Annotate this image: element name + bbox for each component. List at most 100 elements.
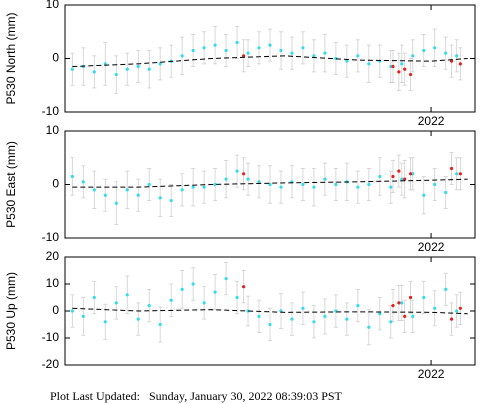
point xyxy=(458,172,462,176)
point xyxy=(147,304,151,308)
trend-line xyxy=(72,307,468,315)
point xyxy=(444,287,448,291)
point xyxy=(458,62,462,66)
point xyxy=(70,67,74,71)
point xyxy=(213,43,217,47)
point xyxy=(158,196,162,200)
point xyxy=(290,51,294,55)
point xyxy=(213,182,217,187)
point xyxy=(268,43,272,47)
point xyxy=(125,188,129,192)
y-tick-label: 0 xyxy=(52,177,59,191)
point xyxy=(103,62,107,66)
point xyxy=(202,46,206,50)
point xyxy=(81,180,85,184)
point xyxy=(389,320,393,324)
point xyxy=(70,174,74,179)
y-tick-label: 0 xyxy=(52,303,59,317)
point xyxy=(235,295,239,300)
point xyxy=(279,185,283,189)
y-axis-label: P530 East (mm) xyxy=(4,141,18,228)
point xyxy=(367,182,371,187)
point xyxy=(391,174,395,179)
point xyxy=(422,193,426,197)
point xyxy=(147,182,151,187)
point xyxy=(224,48,228,53)
point xyxy=(400,177,404,181)
point xyxy=(191,48,195,53)
point xyxy=(290,317,294,321)
point xyxy=(224,277,228,281)
point xyxy=(411,172,415,176)
point xyxy=(378,312,382,316)
point xyxy=(136,317,140,321)
trend-line xyxy=(72,55,468,68)
point xyxy=(242,172,246,176)
point xyxy=(268,322,272,327)
point xyxy=(213,290,217,294)
point xyxy=(246,177,250,181)
point xyxy=(408,172,413,176)
y-tick-label: -10 xyxy=(42,330,60,344)
y-tick-label: 10 xyxy=(46,276,60,290)
point xyxy=(323,51,327,55)
point xyxy=(246,51,250,55)
point xyxy=(224,177,228,181)
point xyxy=(444,51,448,55)
trend-line xyxy=(72,178,468,188)
y-tick-label: 10 xyxy=(46,123,60,137)
x-tick-label: 2022 xyxy=(418,240,445,254)
point xyxy=(257,180,261,184)
point xyxy=(301,182,305,187)
point xyxy=(147,67,151,71)
point xyxy=(242,54,246,58)
point xyxy=(345,59,349,63)
point xyxy=(444,190,448,195)
point xyxy=(114,201,118,205)
point xyxy=(114,301,118,305)
point xyxy=(191,185,195,189)
point xyxy=(257,46,261,50)
point xyxy=(367,325,371,329)
point xyxy=(180,54,184,58)
point xyxy=(312,320,316,324)
point xyxy=(125,293,129,297)
point xyxy=(397,301,401,305)
point xyxy=(449,166,454,171)
y-tick-label: 0 xyxy=(52,51,59,65)
y-axis-label: P530 North (mm) xyxy=(4,12,18,104)
point xyxy=(422,48,426,53)
point xyxy=(367,62,371,66)
point xyxy=(92,70,96,74)
point xyxy=(180,287,184,291)
point xyxy=(180,188,184,192)
point xyxy=(125,67,129,71)
point xyxy=(455,54,459,58)
y-tick-label: -10 xyxy=(42,230,60,244)
point xyxy=(70,309,74,313)
y-tick-label: -20 xyxy=(42,357,60,371)
point xyxy=(301,306,305,310)
point xyxy=(136,193,140,197)
point xyxy=(81,314,85,318)
footer: Plot Last Updated: Sunday, January 30, 2… xyxy=(50,389,343,403)
point xyxy=(235,40,239,45)
point xyxy=(334,182,338,187)
point xyxy=(103,320,107,324)
point xyxy=(136,64,140,69)
point xyxy=(169,198,173,203)
point xyxy=(356,185,360,189)
x-tick-label: 2022 xyxy=(418,114,445,128)
point xyxy=(455,172,459,176)
point xyxy=(391,64,395,69)
point xyxy=(312,185,316,189)
point xyxy=(408,72,413,77)
point xyxy=(246,309,250,313)
point xyxy=(449,317,454,321)
point xyxy=(257,314,261,318)
point xyxy=(92,295,96,300)
point xyxy=(411,314,415,318)
point xyxy=(158,62,162,66)
y-tick-label: 20 xyxy=(46,249,60,263)
